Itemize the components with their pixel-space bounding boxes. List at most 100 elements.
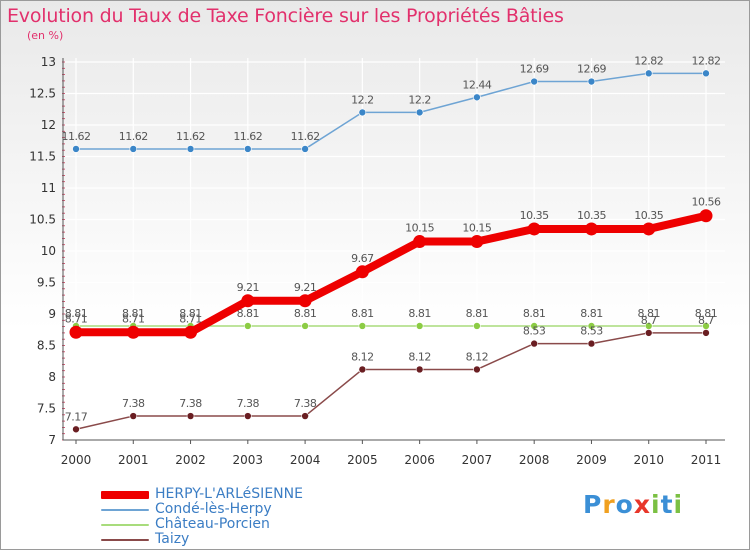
y-tick-label: 7 — [48, 433, 56, 447]
x-tick-label: 2003 — [233, 453, 264, 467]
data-label: 12.69 — [520, 63, 549, 76]
data-label: 11.62 — [62, 130, 91, 143]
data-label: 8.12 — [351, 350, 374, 363]
logo-letter: P — [583, 490, 603, 519]
data-point — [527, 222, 541, 236]
y-tick-label: 9 — [48, 307, 56, 321]
data-label: 10.15 — [405, 222, 434, 235]
data-point — [301, 412, 309, 420]
data-label: 7.38 — [179, 397, 202, 410]
x-tick-label: 2008 — [519, 453, 550, 467]
data-label: 7.38 — [294, 397, 317, 410]
x-tick-label: 2011 — [691, 453, 722, 467]
data-label: 7.17 — [65, 410, 88, 423]
data-point — [241, 294, 255, 308]
data-point — [298, 294, 312, 308]
data-label: 12.2 — [408, 93, 431, 106]
series-line — [75, 332, 706, 431]
data-point — [355, 265, 369, 279]
data-point — [184, 325, 198, 339]
data-label: 12.69 — [577, 63, 606, 76]
data-label: 8.53 — [523, 325, 546, 338]
y-tick-label: 10.5 — [29, 213, 56, 227]
logo-letter: i — [673, 490, 684, 519]
data-label: 11.62 — [119, 130, 148, 143]
logo-letter: r — [602, 490, 616, 519]
data-label: 12.44 — [462, 78, 491, 91]
data-label: 8.81 — [695, 307, 718, 320]
legend-label: Taizy — [155, 531, 190, 547]
chart-title: Evolution du Taux de Taxe Foncière sur l… — [7, 5, 564, 27]
data-label: 8.12 — [408, 350, 431, 363]
series-line — [76, 211, 707, 337]
data-point — [642, 222, 656, 236]
logo-letter: x — [633, 490, 651, 519]
proxiti-logo: Proxiti — [583, 490, 683, 519]
logo-letter: o — [615, 490, 634, 519]
x-tick-label: 2010 — [633, 453, 664, 467]
data-point — [473, 93, 481, 102]
data-point — [530, 339, 538, 348]
x-tick-label: 2006 — [404, 453, 435, 467]
chart-unit-label: (en %) — [27, 29, 64, 42]
legend-swatch — [101, 508, 149, 511]
data-label: 8.81 — [580, 307, 603, 320]
data-point — [644, 69, 653, 78]
data-point — [72, 145, 80, 153]
data-label: 8.71 — [179, 312, 202, 325]
data-point — [301, 145, 309, 153]
data-point — [415, 365, 424, 374]
data-label: 8.81 — [466, 307, 489, 320]
y-tick-label: 8.5 — [37, 339, 56, 353]
y-tick-label: 9.5 — [37, 276, 56, 290]
y-tick-label: 11 — [41, 181, 56, 195]
data-point — [702, 69, 710, 78]
data-point — [587, 339, 596, 348]
data-label: 7.38 — [237, 397, 260, 410]
data-label: 8.81 — [351, 307, 374, 320]
data-label: 8.81 — [637, 307, 660, 320]
data-label: 8.7 — [698, 314, 714, 327]
data-point — [470, 235, 484, 249]
data-label: 8.12 — [466, 350, 489, 363]
data-point — [587, 77, 596, 86]
series-line — [76, 72, 706, 150]
data-point — [473, 365, 481, 374]
data-label: 10.35 — [634, 209, 663, 222]
data-point — [644, 329, 653, 337]
plot-area — [63, 58, 725, 440]
y-tick-label: 12 — [41, 118, 56, 132]
legend-item-herpy: HERPY-L'ARLéSIENNE — [101, 487, 303, 502]
data-label: 10.15 — [462, 222, 491, 235]
data-point — [244, 145, 252, 153]
data-label: 8.81 — [179, 307, 202, 320]
logo-letter: t — [660, 490, 674, 519]
x-tick-label: 2001 — [118, 453, 149, 467]
legend-label: Château-Porcien — [155, 516, 270, 532]
data-point — [72, 425, 80, 434]
data-label: 8.81 — [122, 307, 145, 320]
y-tick-label: 7.5 — [37, 402, 56, 416]
data-label: 8.81 — [237, 307, 260, 320]
data-label: 12.82 — [692, 54, 721, 67]
data-point — [415, 322, 424, 330]
data-label: 10.56 — [692, 196, 721, 209]
data-label: 11.62 — [176, 130, 205, 143]
data-label: 8.81 — [65, 307, 88, 320]
x-tick-label: 2002 — [175, 453, 206, 467]
data-point — [415, 108, 424, 117]
legend: HERPY-L'ARLéSIENNE Condé-lès-Herpy Châte… — [101, 487, 303, 547]
data-label: 8.71 — [65, 312, 88, 325]
data-point — [129, 145, 138, 153]
data-point — [584, 222, 598, 236]
data-label: 10.35 — [520, 209, 549, 222]
legend-label: Condé-lès-Herpy — [155, 501, 272, 517]
legend-swatch — [101, 523, 149, 526]
data-label: 8.81 — [523, 307, 546, 320]
logo-letter: i — [651, 490, 661, 519]
data-point — [413, 235, 427, 249]
data-point — [358, 365, 367, 374]
legend-label: HERPY-L'ARLéSIENNE — [155, 486, 303, 502]
